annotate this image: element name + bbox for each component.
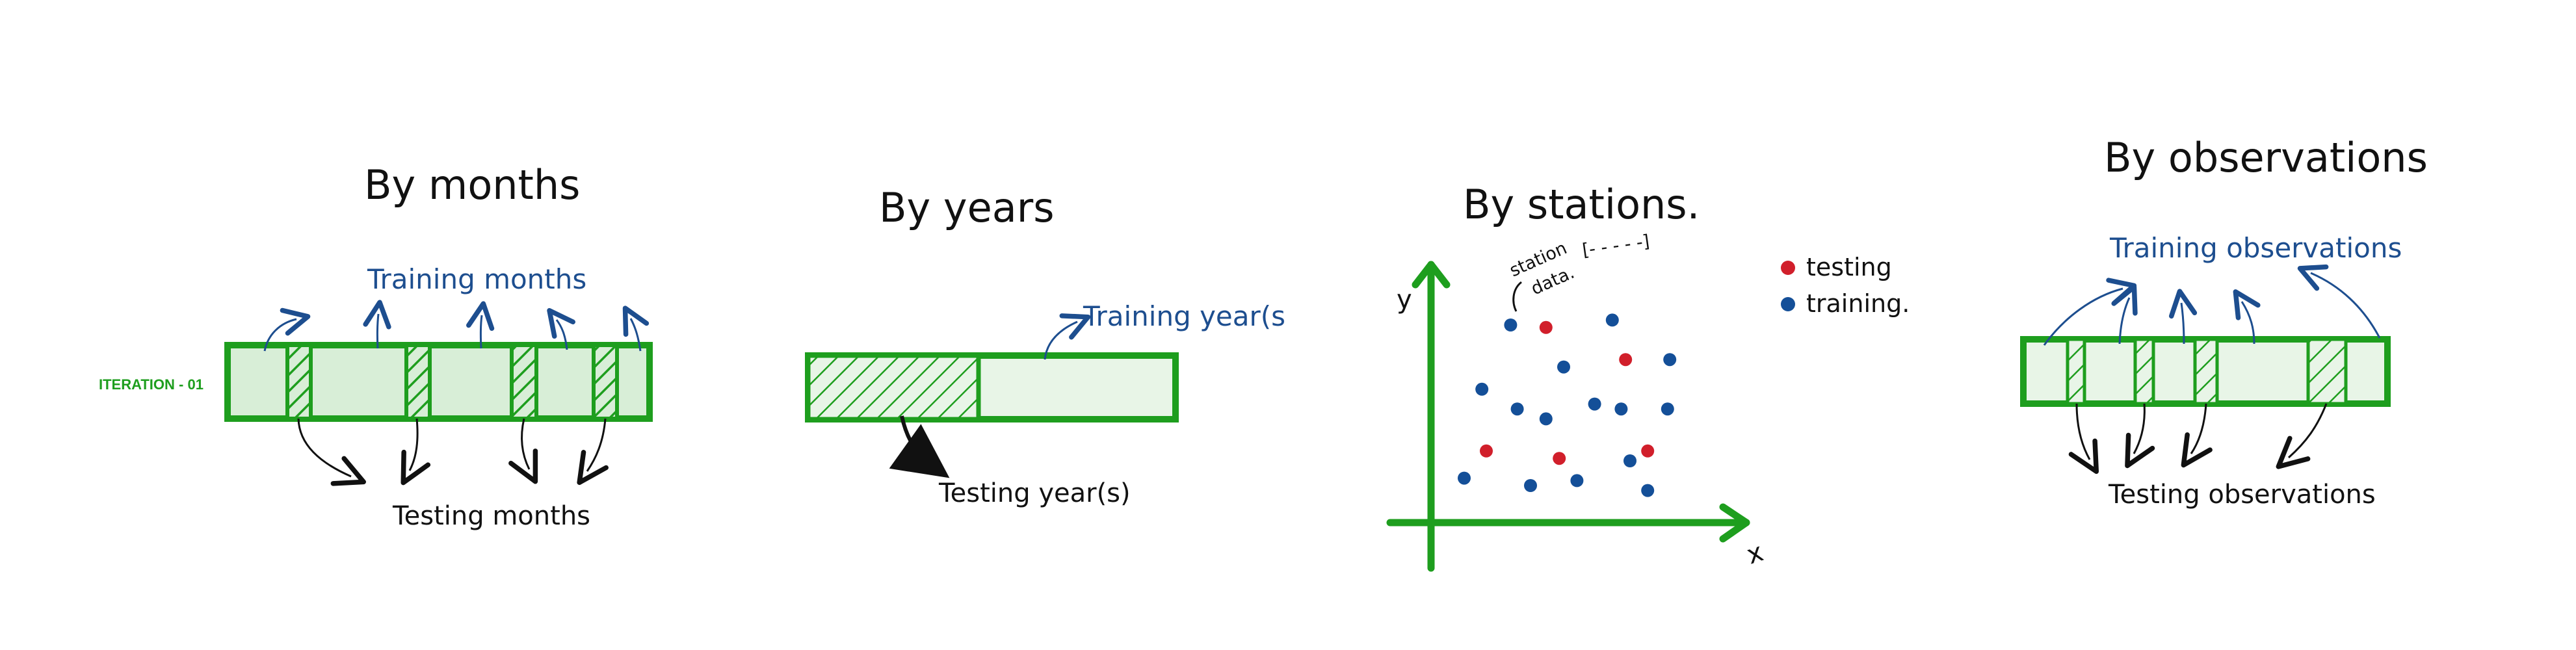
testing-station-point — [1641, 444, 1655, 458]
months-testing-block-1 — [285, 343, 313, 421]
stations-legend: testing training. — [1781, 253, 1910, 318]
legend-testing-point — [1781, 261, 1795, 275]
station-pointer — [1512, 281, 1523, 312]
training-station-point — [1458, 471, 1471, 485]
months-training-arrow-4 — [547, 307, 575, 350]
testing-years-label: Testing year(s) — [938, 478, 1131, 508]
observations-testing-arrow-3 — [2181, 403, 2213, 468]
months-training-arrow-1 — [263, 307, 311, 352]
training-station-point — [1614, 402, 1628, 416]
stations-y-axis-label: y — [1397, 285, 1412, 315]
legend-training-label: training. — [1806, 289, 1910, 318]
years-testing-arrow — [889, 415, 950, 478]
iteration-label: ITERATION - 01 — [99, 376, 204, 393]
training-observations-label: Training observations — [2109, 232, 2402, 264]
by-years-title: By years — [879, 184, 1055, 231]
months-training-arrow-5 — [622, 306, 650, 352]
months-testing-arrow-1 — [297, 418, 366, 486]
observations-training-arrow-3 — [2168, 289, 2198, 344]
training-station-point — [1623, 454, 1636, 467]
legend-testing-label: testing — [1806, 253, 1892, 281]
by-observations-panel: By observations Training observations Te… — [2020, 134, 2428, 510]
observations-training-arrow-2 — [2111, 284, 2138, 344]
testing-months-label: Testing months — [392, 501, 590, 531]
by-years-panel: By years Training year(s Testing year(s) — [805, 184, 1285, 508]
training-station-point — [1661, 402, 1674, 416]
training-years-label: Training year(s — [1083, 300, 1285, 332]
training-station-point — [1641, 484, 1655, 497]
months-training-arrow-2 — [363, 300, 391, 349]
training-station-point — [1524, 479, 1537, 492]
training-station-point — [1663, 353, 1677, 367]
observations-testing-block-3 — [2193, 337, 2219, 406]
testing-station-point — [1480, 444, 1493, 458]
training-station-point — [1557, 360, 1570, 374]
months-testing-block-4 — [592, 343, 619, 421]
station-box-label: [- - - - -] — [1581, 231, 1651, 261]
observations-training-arrow-5 — [2297, 264, 2381, 339]
observations-testing-block-4 — [2306, 337, 2348, 406]
by-months-panel: By months Training months ITERATION - 01… — [99, 161, 653, 531]
training-station-point — [1510, 402, 1524, 416]
training-station-point — [1588, 397, 1601, 411]
years-training-arrow — [1044, 313, 1091, 360]
training-station-point — [1504, 318, 1518, 332]
stations-x-axis-label: x — [1743, 537, 1767, 570]
observations-testing-arrow-2 — [2125, 403, 2155, 469]
testing-station-point — [1553, 452, 1566, 465]
observations-testing-arrow-1 — [2068, 403, 2099, 474]
months-testing-arrow-4 — [577, 418, 609, 486]
months-testing-arrow-3 — [508, 418, 538, 484]
observations-testing-arrow-4 — [2276, 403, 2328, 469]
training-station-point — [1605, 313, 1619, 327]
months-training-arrow-3 — [466, 301, 495, 349]
training-station-point — [1539, 412, 1553, 426]
stations-points — [1458, 313, 1677, 497]
testing-station-point — [1619, 353, 1633, 367]
by-stations-panel: By stations. station data. [- - - - -] y… — [1386, 181, 1910, 572]
observations-testing-block-1 — [2066, 337, 2086, 406]
training-station-point — [1475, 382, 1489, 396]
stations-y-axis-arrowhead — [1412, 261, 1451, 289]
by-stations-title: By stations. — [1463, 181, 1700, 228]
years-testing-block — [806, 353, 981, 422]
by-months-title: By months — [364, 161, 580, 209]
testing-station-point — [1539, 320, 1553, 334]
observations-testing-block-2 — [2133, 337, 2155, 406]
by-observations-title: By observations — [2104, 134, 2428, 181]
months-testing-block-3 — [510, 343, 538, 421]
stations-x-axis-arrowhead — [1719, 503, 1750, 543]
legend-training-point — [1781, 297, 1795, 311]
testing-observations-label: Testing observations — [2108, 480, 2376, 510]
months-testing-arrow-2 — [401, 418, 431, 486]
training-station-point — [1570, 474, 1584, 488]
months-testing-block-2 — [404, 343, 432, 421]
observations-training-arrow-4 — [2233, 289, 2261, 344]
training-months-label: Training months — [367, 263, 586, 295]
